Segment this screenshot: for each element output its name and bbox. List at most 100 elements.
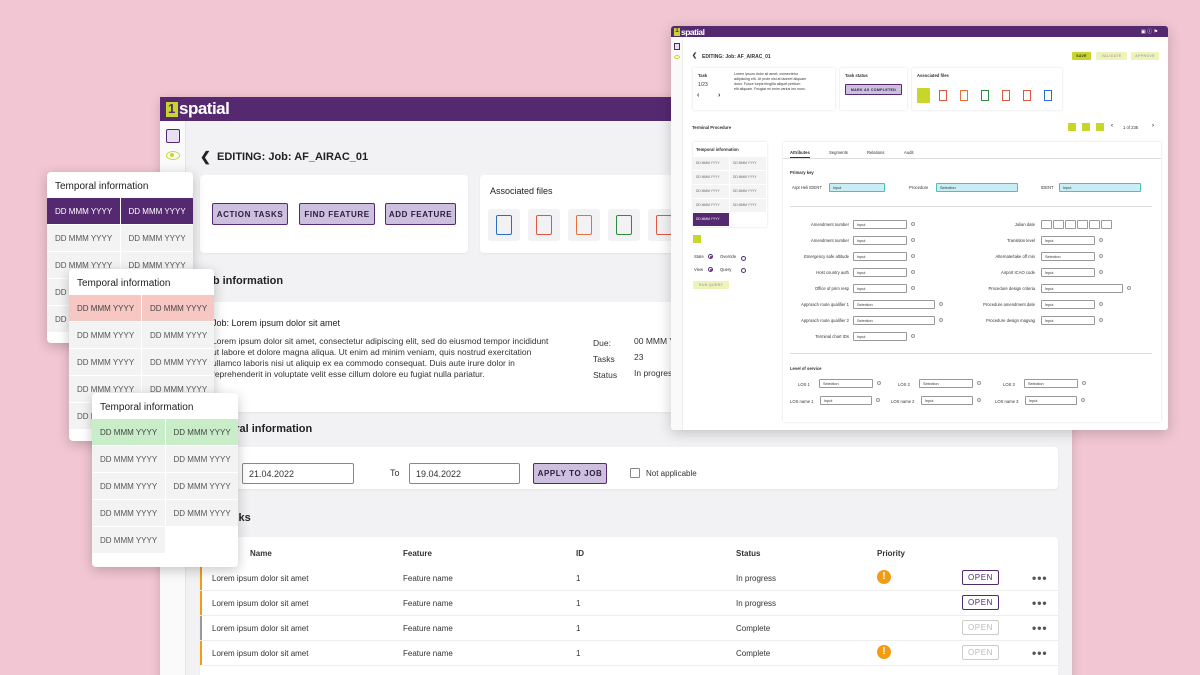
field-input[interactable]: Input bbox=[1041, 284, 1123, 293]
table-row[interactable]: Lorem ipsum dolor sit amet Feature name 1 C… bbox=[200, 616, 1058, 641]
header-icons[interactable]: ▣ ⓘ ⚑ bbox=[1141, 29, 1158, 35]
temporal-date-cell[interactable]: DD MMM YYYY bbox=[47, 198, 120, 224]
table-row[interactable]: Lorem ipsum dolor sit amet Feature name 1 I… bbox=[200, 591, 1058, 616]
temporal-date-cell[interactable]: DD MMM YYYY bbox=[47, 225, 120, 251]
override-radio[interactable] bbox=[741, 256, 746, 261]
temporal-date-cell[interactable]: DD MMM YYYY bbox=[142, 349, 214, 375]
ppt-file-icon[interactable] bbox=[960, 90, 968, 101]
pdf-file-icon[interactable] bbox=[528, 209, 560, 241]
word-file-icon[interactable] bbox=[1044, 90, 1052, 101]
search-icon[interactable] bbox=[1068, 123, 1076, 131]
word-file-icon[interactable] bbox=[488, 209, 520, 241]
prev-page-icon[interactable]: ‹ bbox=[1111, 123, 1113, 129]
view-radio[interactable] bbox=[708, 267, 713, 272]
prev-task-icon[interactable]: ‹ bbox=[697, 92, 700, 99]
info-icon[interactable] bbox=[911, 286, 915, 290]
info-icon[interactable] bbox=[876, 398, 880, 402]
field-input[interactable]: Selection bbox=[1041, 252, 1095, 261]
field-input[interactable]: Input bbox=[1041, 236, 1095, 245]
info-icon[interactable] bbox=[911, 238, 915, 242]
add-feature-button[interactable]: ADD FEATURE bbox=[385, 203, 456, 225]
excel-file-icon[interactable] bbox=[608, 209, 640, 241]
field-input[interactable]: Input bbox=[853, 252, 907, 261]
field-input[interactable]: Selection bbox=[853, 300, 935, 309]
info-icon[interactable] bbox=[1081, 398, 1085, 402]
los-select[interactable]: Selection bbox=[819, 379, 873, 388]
from-date-input[interactable]: 21.04.2022 bbox=[242, 463, 354, 484]
los-name-input[interactable]: Input bbox=[1025, 396, 1077, 405]
field-input[interactable]: Input bbox=[1041, 268, 1095, 277]
los-select[interactable]: Selection bbox=[1024, 379, 1078, 388]
temporal-date-cell[interactable]: DD MMM YYYY bbox=[730, 185, 766, 198]
tab-segments[interactable]: Segments bbox=[829, 150, 848, 155]
approve-button[interactable]: APPROVE bbox=[1131, 52, 1159, 60]
mark-as-completed-button[interactable]: MARK AS COMPLETED bbox=[845, 84, 902, 95]
temporal-date-cell[interactable]: DD MMM YYYY bbox=[730, 199, 766, 212]
info-icon[interactable] bbox=[1099, 302, 1103, 306]
find-feature-button[interactable]: FIND FEATURE bbox=[299, 203, 375, 225]
open-button[interactable]: OPEN bbox=[962, 645, 999, 660]
file-icon-selected[interactable] bbox=[917, 88, 930, 103]
temporal-date-cell[interactable]: DD MMM YYYY bbox=[165, 419, 238, 445]
more-options-icon[interactable]: ••• bbox=[1032, 621, 1048, 635]
field-input[interactable]: Input bbox=[1041, 300, 1095, 309]
temporal-date-cell[interactable]: DD MMM YYYY bbox=[142, 322, 214, 348]
tab-audit[interactable]: Audit bbox=[904, 150, 914, 155]
temporal-date-cell[interactable]: DD MMM YYYY bbox=[69, 322, 141, 348]
query-radio[interactable] bbox=[741, 268, 746, 273]
run-query-button[interactable]: RUN QUERY bbox=[693, 281, 729, 289]
info-icon[interactable] bbox=[911, 334, 915, 338]
julian-date-box[interactable] bbox=[1053, 220, 1064, 229]
temporal-date-cell[interactable]: DD MMM YYYY bbox=[165, 473, 238, 499]
julian-date-box[interactable] bbox=[1089, 220, 1100, 229]
document-icon[interactable] bbox=[674, 43, 680, 50]
temporal-date-cell[interactable]: DD MMM YYYY bbox=[92, 527, 165, 553]
arpt-ident-input[interactable]: Input bbox=[829, 183, 885, 192]
info-icon[interactable] bbox=[939, 302, 943, 306]
field-input[interactable]: Input bbox=[853, 236, 907, 245]
excel-file-icon[interactable] bbox=[981, 90, 989, 101]
ppt-file-icon[interactable] bbox=[568, 209, 600, 241]
validate-button[interactable]: VALIDATE bbox=[1096, 52, 1127, 60]
info-icon[interactable] bbox=[1099, 318, 1103, 322]
eye-icon[interactable] bbox=[165, 151, 180, 160]
field-input[interactable]: Input bbox=[1041, 316, 1095, 325]
field-input[interactable]: Input bbox=[853, 284, 907, 293]
tab-attributes[interactable]: Attributes bbox=[790, 150, 810, 158]
pdf-file-icon[interactable] bbox=[1023, 90, 1031, 101]
info-icon[interactable] bbox=[1099, 270, 1103, 274]
temporal-date-cell[interactable]: DD MMM YYYY bbox=[69, 349, 141, 375]
eye-icon[interactable] bbox=[674, 55, 680, 59]
info-icon[interactable] bbox=[877, 381, 881, 385]
temporal-date-cell[interactable]: DD MMM YYYY bbox=[142, 295, 214, 321]
temporal-date-cell[interactable]: DD MMM YYYY bbox=[693, 199, 729, 212]
document-icon[interactable] bbox=[165, 129, 180, 143]
apply-to-job-button[interactable]: APPLY TO JOB bbox=[533, 463, 607, 484]
info-icon[interactable] bbox=[911, 270, 915, 274]
more-options-icon[interactable]: ••• bbox=[1032, 596, 1048, 610]
los-name-input[interactable]: Input bbox=[820, 396, 872, 405]
julian-date-box[interactable] bbox=[1065, 220, 1076, 229]
info-icon[interactable] bbox=[939, 318, 943, 322]
pdf-file-icon[interactable] bbox=[1002, 90, 1010, 101]
temporal-date-cell[interactable]: DD MMM YYYY bbox=[92, 500, 165, 526]
temporal-date-cell[interactable]: DD MMM YYYY bbox=[693, 157, 729, 170]
temporal-date-cell[interactable]: DD MMM YYYY bbox=[730, 157, 766, 170]
action-tasks-button[interactable]: ACTION TASKS bbox=[212, 203, 288, 225]
state-radio[interactable] bbox=[708, 254, 713, 259]
open-button[interactable]: OPEN bbox=[962, 570, 999, 585]
temporal-date-cell[interactable]: DD MMM YYYY bbox=[92, 446, 165, 472]
field-input[interactable]: Selection bbox=[853, 316, 935, 325]
info-icon[interactable] bbox=[1127, 286, 1131, 290]
more-options-icon[interactable]: ••• bbox=[1032, 571, 1048, 585]
los-select[interactable]: Selection bbox=[919, 379, 973, 388]
temporal-date-cell[interactable]: DD MMM YYYY bbox=[165, 446, 238, 472]
filter-icon[interactable] bbox=[1082, 123, 1090, 131]
back-icon[interactable]: ❮ bbox=[200, 149, 211, 164]
julian-date-box[interactable] bbox=[1077, 220, 1088, 229]
table-row[interactable]: Lorem ipsum dolor sit amet Feature name 1 I… bbox=[200, 566, 1058, 591]
los-name-input[interactable]: Input bbox=[921, 396, 973, 405]
to-date-input[interactable]: 19.04.2022 bbox=[409, 463, 520, 484]
procedure-select[interactable]: Selection bbox=[936, 183, 1018, 192]
temporal-date-cell[interactable]: DD MMM YYYY bbox=[120, 198, 193, 224]
